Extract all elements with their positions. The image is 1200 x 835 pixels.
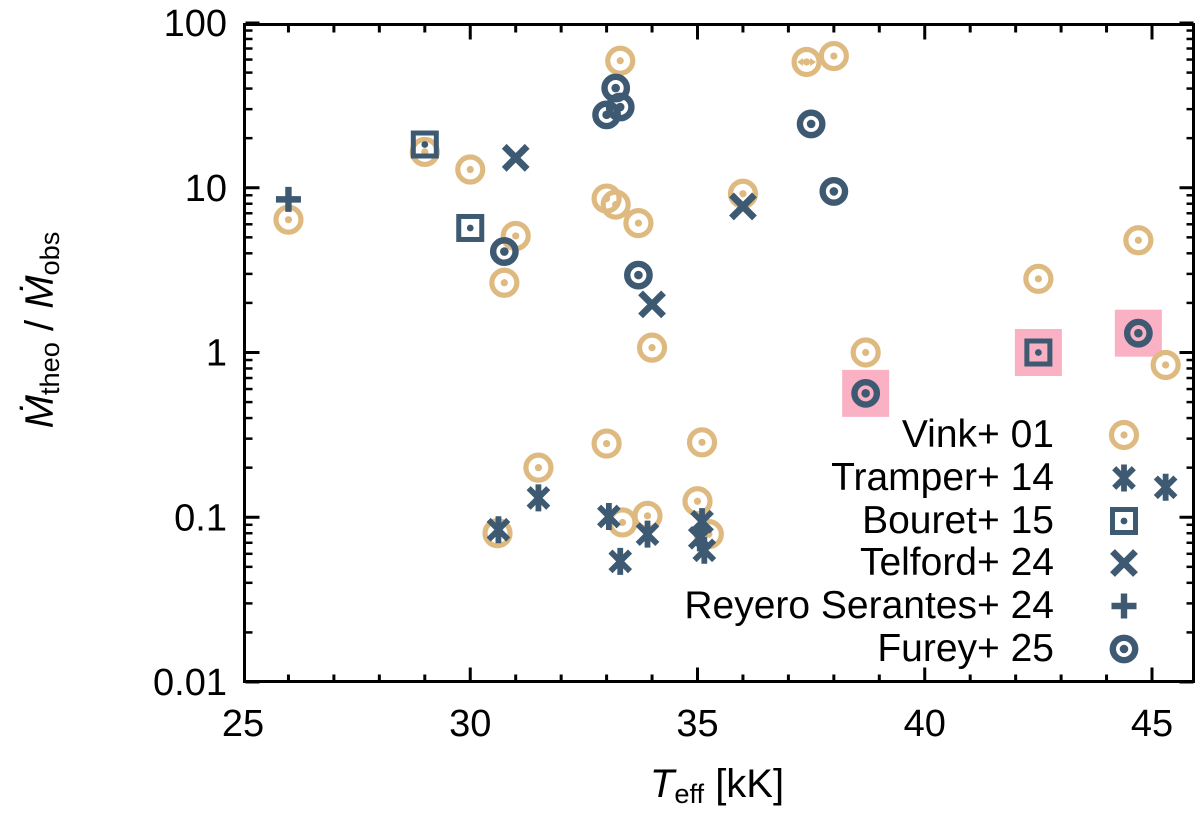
legend-item-bouret-15: Bouret+ 15 [0,499,1146,543]
point-furey-25-7 [851,378,881,408]
point-vink-01-20 [818,40,849,72]
series-bouret-15 [410,130,1053,367]
point-vink-01-22 [1023,263,1054,294]
y-tick-label-10: 10 [185,168,227,210]
point-vink-01-24 [1150,349,1181,381]
x-tick-label-35: 35 [676,703,718,745]
series-reyero-serantes-24 [275,186,301,212]
point-tramper-14-4 [635,520,660,548]
x-axis-label-sub-eff: eff [674,778,705,809]
series-furey-25 [489,73,1153,408]
point-tramper-14-2 [597,503,621,531]
point-furey-25-6 [819,177,849,206]
legend-item-vink-01: Vink+ 01 [0,413,1146,457]
y-tick-label-0.01: 0.01 [153,662,227,704]
point-tramper-14-1 [526,484,551,512]
point-vink-01-9 [605,45,636,76]
point-vink-01-21 [850,337,881,368]
point-furey-25-4 [624,260,653,290]
point-vink-01-2 [455,154,486,185]
y-axis-label-sub-obs: obs [34,231,65,276]
x-axis-label-t: T [649,762,675,806]
legend-item-reyero-serantes-24: Reyero Serantes+ 24 [0,584,1146,628]
point-tramper-14-7 [692,536,717,564]
legend-label-furey-25: Furey+ 25 [877,627,1054,670]
telford-x-marker-icon [1110,549,1138,577]
point-vink-01-6 [523,452,554,483]
y-tick-label-0.1: 0.1 [174,497,227,539]
point-vink-01-19 [791,46,822,78]
x-tick-label-25: 25 [222,703,264,745]
x-axis-label-unit: [kK] [704,762,785,806]
reyero-plus-marker-icon [1111,593,1137,619]
vink-circle-marker-icon [1108,419,1140,451]
point-furey-25-5 [796,109,826,139]
y-axis-label-mdot-obs: Ṁ [18,275,62,309]
legend-label-telford-24: Telford+ 24 [859,541,1054,584]
legend-label-tramper-14: Tramper+ 14 [831,456,1054,499]
legend-label-bouret-15: Bouret+ 15 [862,499,1054,542]
point-vink-01-8 [600,189,631,220]
point-bouret-15-1 [456,213,485,242]
y-tick-label-1: 1 [206,333,227,375]
point-vink-01-23 [1123,225,1154,256]
point-telford-24-0 [501,143,530,172]
point-telford-24-1 [638,290,666,319]
legend-label-reyero-serantes-24: Reyero Serantes+ 24 [684,584,1054,627]
point-bouret-15-2 [1024,338,1053,367]
x-axis-label: Teff [kK] [650,762,784,810]
y-tick-label-100: 100 [164,3,227,45]
legend-label-vink-01: Vink+ 01 [901,413,1054,456]
point-vink-01-10 [591,428,622,459]
legend-item-furey-25: Furey+ 25 [0,627,1146,671]
point-vink-01-4 [489,267,520,298]
point-vink-01-15 [686,427,718,458]
point-reyero-serantes-24-0 [275,186,301,212]
point-furey-25-3 [601,73,631,103]
y-axis-label-separator: / [18,308,62,343]
y-axis-label-sub-theo: theo [34,342,65,396]
legend-item-telford-24: Telford+ 24 [0,541,1146,585]
point-vink-01-14 [636,332,668,363]
point-vink-01-12 [623,208,654,239]
point-furey-25-8 [1123,318,1153,348]
point-furey-25-0 [489,237,519,266]
series-tramper-14 [486,473,1178,575]
point-tramper-14-3 [608,547,633,575]
x-tick-label-45: 45 [1131,703,1173,745]
tramper-asterisk-marker-icon [1112,464,1136,492]
furey-circle-marker-icon [1109,634,1139,664]
point-tramper-14-0 [486,516,511,544]
x-tick-label-30: 30 [449,703,491,745]
x-tick-label-40: 40 [904,703,946,745]
legend-item-tramper-14: Tramper+ 14 [0,456,1146,500]
point-tramper-14-8 [1153,473,1178,501]
point-telford-24-2 [729,192,757,221]
series-telford-24 [501,143,757,319]
bouret-square-marker-icon [1110,507,1138,535]
point-bouret-15-0 [410,130,439,159]
y-axis-label: Ṁtheo / Ṁobs [18,232,66,429]
